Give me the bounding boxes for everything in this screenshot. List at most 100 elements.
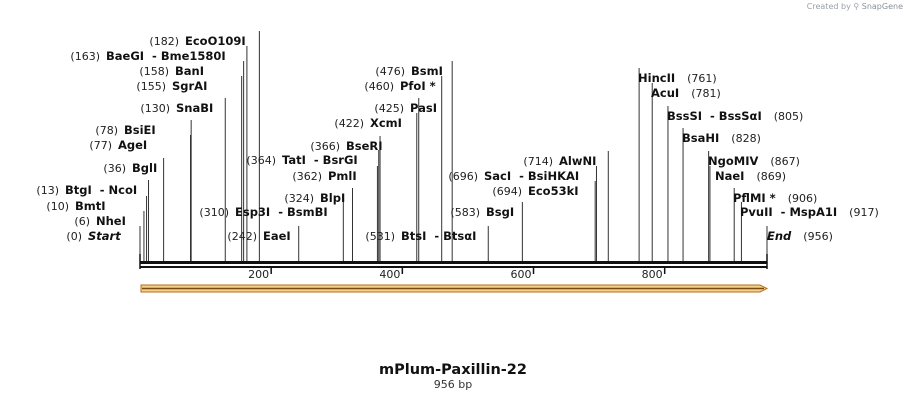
ruler-tick-label: 200: [248, 268, 269, 281]
enzyme-label-pfoi[interactable]: (460) PfoI *: [364, 79, 435, 93]
enzyme-name: PasI: [410, 101, 437, 115]
enzyme-name: PflMI *: [733, 191, 776, 205]
enzyme-name: SacI: [484, 169, 511, 183]
enzyme-position: (460): [364, 80, 394, 93]
enzyme-label-sgrai[interactable]: (155) SgrAI: [136, 79, 207, 93]
enzyme-name: BtgI: [65, 183, 92, 197]
snapgene-credit: Created by ⚲ SnapGene: [807, 2, 903, 11]
enzyme-name: BmtI: [75, 199, 106, 213]
enzyme-label-hincii[interactable]: HincII (761): [638, 71, 717, 85]
enzyme-position: (867): [770, 155, 800, 168]
enzyme-label-ngomiv[interactable]: NgoMIV (867): [708, 154, 800, 168]
enzyme-label-agei[interactable]: (77) AgeI: [89, 138, 147, 152]
enzyme-position: (828): [731, 132, 761, 145]
enzyme-name: EcoO109I: [185, 34, 246, 48]
enzyme-label-bsahi[interactable]: BsaHI (828): [682, 131, 761, 145]
enzyme-position: (13): [36, 184, 59, 197]
enzyme-label-blpi[interactable]: (324) BlpI: [284, 191, 345, 205]
enzyme-name: NaeI: [715, 169, 744, 183]
enzyme-name: BseRI: [346, 139, 383, 153]
enzyme-position: (917): [849, 206, 879, 219]
enzyme-label-bmti[interactable]: (10) BmtI: [46, 199, 105, 213]
enzyme-partner: - BsiHKAI: [519, 169, 579, 183]
enzyme-label-bsgi[interactable]: (583) BsgI: [450, 205, 514, 219]
enzyme-label-btsi[interactable]: (531) BtsI - BtsαI: [365, 229, 476, 243]
enzyme-label-pasi[interactable]: (425) PasI: [374, 101, 437, 115]
enzyme-label-nhei[interactable]: (6) NheI: [74, 214, 125, 228]
enzyme-label-eco53ki[interactable]: (694) Eco53kI: [492, 184, 578, 198]
enzyme-position: (163): [70, 50, 100, 63]
ruler-tick-label: 600: [511, 268, 532, 281]
enzyme-name: AcuI: [651, 86, 679, 100]
enzyme-position: (364): [246, 154, 276, 167]
enzyme-position: (155): [136, 80, 166, 93]
enzyme-name: Esp3I: [235, 205, 270, 219]
enzyme-label-btgi[interactable]: (13) BtgI - NcoI: [36, 183, 137, 197]
enzyme-partner: - BtsαI: [434, 229, 476, 243]
enzyme-label-xcmi[interactable]: (422) XcmI: [334, 116, 402, 130]
enzyme-position: (761): [687, 72, 717, 85]
enzyme-position: (0): [66, 230, 82, 243]
enzyme-name: Eco53kI: [528, 184, 579, 198]
enzyme-name: BsgI: [486, 205, 514, 219]
enzyme-name: PmlI: [328, 169, 357, 183]
enzyme-label-ecoo109i[interactable]: (182) EcoO109I: [149, 34, 245, 48]
enzyme-name: TatI: [282, 153, 306, 167]
map-title: mPlum-Paxillin-22: [379, 362, 527, 378]
enzyme-label-bsssi[interactable]: BssSI - BssSαI (805): [667, 109, 803, 123]
enzyme-label-tati[interactable]: (364) TatI - BsrGI: [246, 153, 357, 167]
enzyme-position: (10): [46, 200, 69, 213]
enzyme-position: (781): [691, 87, 721, 100]
enzyme-partner: - BsrGI: [314, 153, 358, 167]
enzyme-name: BaeGI: [106, 49, 144, 63]
enzyme-label-end[interactable]: End (956): [767, 229, 833, 243]
enzyme-partner: - NcoI: [100, 183, 137, 197]
enzyme-position: (310): [199, 206, 229, 219]
enzyme-position: (583): [450, 206, 480, 219]
enzyme-partner: - BssSαI: [710, 109, 762, 123]
enzyme-label-snabi[interactable]: (130) SnaBI: [140, 101, 213, 115]
snapgene-logo-icon: ⚲: [853, 2, 860, 11]
enzyme-label-acui[interactable]: AcuI (781): [651, 86, 721, 100]
enzyme-label-pflmi[interactable]: PflMI * (906): [733, 191, 817, 205]
enzyme-position: (422): [334, 117, 364, 130]
enzyme-name: XcmI: [370, 116, 402, 130]
enzyme-position: (36): [103, 162, 126, 175]
enzyme-label-alwni[interactable]: (714) AlwNI: [523, 154, 596, 168]
enzyme-name: BsmI: [411, 64, 443, 78]
enzyme-position: (425): [374, 102, 404, 115]
enzyme-label-pmli[interactable]: (362) PmlI: [292, 169, 356, 183]
enzyme-position: (324): [284, 192, 314, 205]
credit-prefix: Created by: [806, 2, 851, 11]
enzyme-name: BtsI: [401, 229, 426, 243]
enzyme-position: (182): [149, 35, 179, 48]
enzyme-name: NgoMIV: [708, 154, 758, 168]
enzyme-position: (869): [756, 170, 786, 183]
enzyme-position: (366): [310, 140, 340, 153]
enzyme-label-saci[interactable]: (696) SacI - BsiHKAI: [448, 169, 579, 183]
enzyme-position: (158): [139, 65, 169, 78]
enzyme-name: HincII: [638, 71, 675, 85]
enzyme-label-bsiei[interactable]: (78) BsiEI: [95, 123, 155, 137]
enzyme-name: BglI: [132, 161, 157, 175]
enzyme-label-bgli[interactable]: (36) BglI: [103, 161, 157, 175]
enzyme-label-start[interactable]: (0) Start: [66, 229, 121, 243]
enzyme-label-baegi[interactable]: (163) BaeGI - Bme1580I: [70, 49, 225, 63]
map-length: 956 bp: [434, 378, 472, 391]
enzyme-name: BanI: [175, 64, 204, 78]
enzyme-label-bsmi[interactable]: (476) BsmI: [375, 64, 442, 78]
enzyme-name: BssSI: [667, 109, 702, 123]
enzyme-label-bseri[interactable]: (366) BseRI: [310, 139, 382, 153]
site-lines: [139, 31, 768, 262]
enzyme-label-naei[interactable]: NaeI (869): [715, 169, 786, 183]
ruler-tick-label: 400: [379, 268, 400, 281]
enzyme-label-eaei[interactable]: (242) EaeI: [227, 229, 290, 243]
ruler-ticks: 200 400 600 800: [248, 266, 666, 281]
credit-brand: SnapGene: [861, 2, 903, 11]
enzyme-name: PfoI *: [400, 79, 436, 93]
enzyme-position: (362): [292, 170, 322, 183]
enzyme-label-esp3i[interactable]: (310) Esp3I - BsmBI: [199, 205, 327, 219]
enzyme-label-pvuii[interactable]: PvuII - MspA1I (917): [740, 205, 879, 219]
enzyme-label-bani[interactable]: (158) BanI: [139, 64, 204, 78]
